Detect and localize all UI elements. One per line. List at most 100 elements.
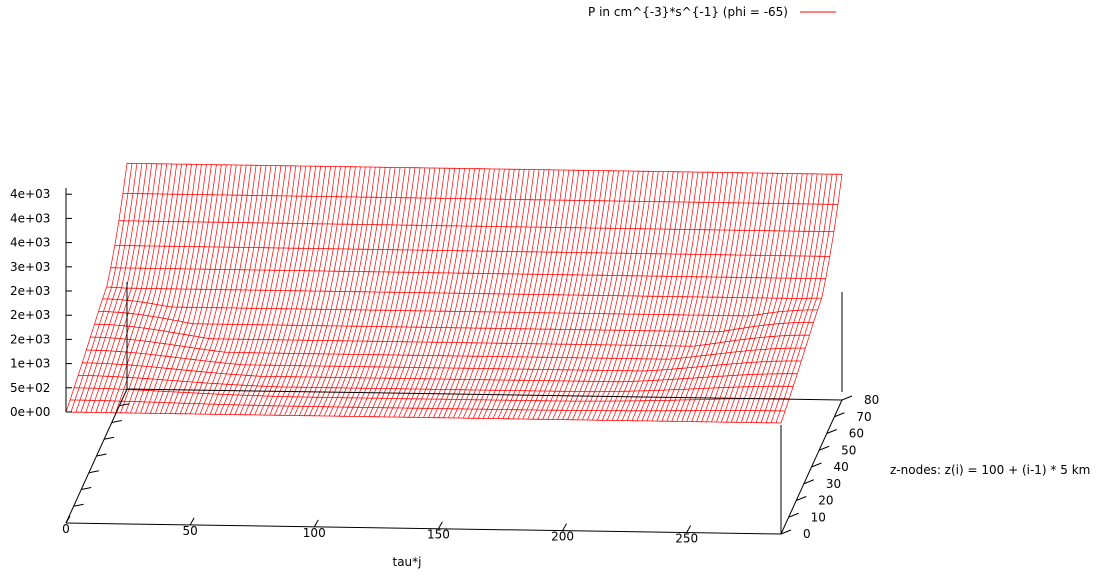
surface-x-line: [174, 164, 237, 414]
surface-x-line: [179, 165, 242, 414]
y-tick-left: [81, 487, 92, 490]
y-tick-label: 60: [849, 427, 864, 441]
surface-y-line: [102, 298, 818, 317]
surface-x-line: [105, 163, 168, 413]
y-tick: [834, 412, 845, 418]
surface-x-line: [646, 172, 709, 422]
surface-x-line: [120, 164, 182, 413]
surface-x-line: [184, 165, 247, 414]
y-tick-left: [73, 503, 84, 507]
surface-x-line: [735, 173, 798, 423]
surface-x-line: [527, 170, 590, 420]
surface-x-line: [204, 165, 267, 415]
surface-x-line: [691, 172, 753, 422]
surface-x-line: [194, 165, 257, 415]
surface-x-line: [770, 174, 833, 423]
y-tick-left: [119, 403, 130, 407]
surface-x-line: [169, 164, 232, 414]
surface-x-line: [214, 165, 277, 415]
x-tick: [313, 519, 319, 528]
surface-x-line: [775, 174, 838, 424]
surface-x-line: [313, 167, 376, 416]
surface-x-line: [209, 165, 272, 415]
surface-x-line: [711, 173, 773, 423]
surface-x-line: [115, 164, 178, 413]
surface-x-line: [219, 165, 282, 415]
surface-x-line: [229, 165, 292, 415]
surface-x-line: [110, 163, 173, 413]
surface-x-line: [199, 165, 262, 415]
surface-x-line: [65, 163, 128, 413]
surface-y-line: [70, 399, 786, 412]
surface-x-line: [378, 168, 441, 417]
y-tick-left: [96, 453, 107, 457]
surface-y-line: [122, 193, 838, 205]
surface-x-line: [75, 163, 138, 413]
x-tick-label: 200: [551, 530, 574, 544]
y-tick-label: 20: [818, 494, 833, 508]
surface-x-line: [502, 169, 565, 419]
surface-x-line: [145, 164, 207, 414]
surface-x-line: [135, 164, 197, 414]
surface-x-line: [353, 167, 416, 417]
surface-x-line: [755, 173, 818, 423]
x-tick-label: 0: [62, 522, 70, 536]
x-tick-label: 250: [675, 532, 698, 546]
surface-x-line: [130, 164, 192, 414]
surface-y-line: [90, 336, 806, 360]
surface-x-line: [125, 164, 187, 414]
y-tick: [826, 429, 837, 434]
surface-x-line: [418, 168, 480, 418]
z-tick-label: 4e+03: [10, 211, 50, 225]
x-tick-label: 150: [427, 528, 450, 542]
surface-x-line: [522, 170, 585, 420]
z-tick-label: 5e+02: [10, 381, 50, 395]
surface-y-line: [94, 323, 810, 347]
surface-x-line: [730, 173, 793, 423]
z-tick-label: 0e+00: [10, 405, 50, 419]
y-tick: [811, 462, 822, 468]
x-tick: [562, 523, 567, 531]
surface-mesh: [65, 162, 843, 424]
surface-x-line: [85, 163, 148, 413]
x-tick: [65, 515, 71, 524]
surface-x-line: [631, 171, 694, 421]
surface-y-line: [106, 286, 822, 299]
y-tick: [841, 395, 853, 401]
surface-x-line: [338, 167, 401, 417]
surface-y-line: [118, 220, 834, 233]
z-tick-label: 3e+03: [10, 260, 50, 274]
surface-x-line: [164, 164, 227, 414]
surface-x-line: [155, 164, 217, 414]
surface-y-line: [98, 311, 814, 333]
surface-x-line: [656, 172, 719, 422]
y-tick-label: 30: [826, 477, 841, 491]
z-tick-label: 2e+03: [10, 332, 50, 346]
surface-x-line: [333, 167, 396, 417]
surface-x-line: [443, 169, 505, 418]
surface-y-line: [82, 362, 798, 383]
surface-x-line: [159, 164, 222, 414]
x-axis-label: tau*j: [393, 555, 422, 569]
surface-x-line: [745, 173, 808, 423]
x-tick-label: 100: [303, 526, 326, 540]
surface-x-line: [760, 173, 823, 423]
surface-x-line: [750, 173, 813, 423]
surface-y-line: [114, 245, 830, 257]
surface-x-line: [616, 171, 679, 421]
surface-x-line: [636, 172, 699, 421]
y-tick-label: 10: [811, 510, 826, 524]
y-tick-left: [88, 470, 99, 474]
surface-x-line: [726, 173, 788, 423]
surface-x-line: [706, 173, 768, 423]
surface-x-line: [150, 164, 212, 414]
y-tick: [803, 479, 815, 485]
surface-x-line: [701, 173, 763, 422]
x-tick: [686, 525, 692, 533]
surface-x-line: [676, 172, 739, 422]
y-tick: [780, 529, 792, 535]
surface-y-line: [126, 162, 843, 175]
z-tick-label: 4e+03: [10, 187, 50, 201]
x-tick-label: 50: [182, 524, 197, 538]
